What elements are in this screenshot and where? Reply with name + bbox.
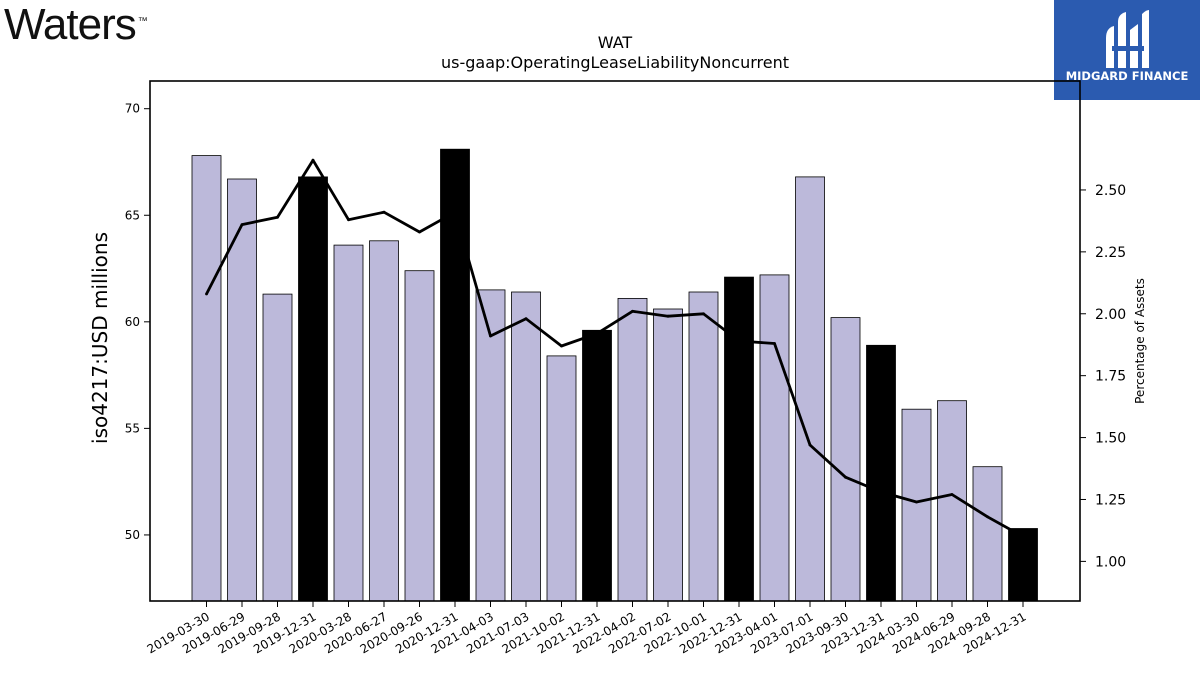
bar-2021-07-03: [511, 291, 541, 602]
bar-2024-12-31: [1008, 528, 1038, 602]
line-point-2019-12-31: [311, 158, 315, 162]
line-point-2024-12-31: [1021, 535, 1025, 538]
chart-subtitle: us-gaap:OperatingLeaseLiabilityNoncurren…: [441, 53, 789, 72]
line-point-2019-03-30: [205, 292, 208, 296]
y2-tick-label: 2.00: [1095, 307, 1126, 323]
trademark-mark: ™: [137, 16, 148, 27]
y-tick-label: 70: [125, 102, 140, 116]
bars-group: [191, 148, 1038, 602]
waters-logo-text: Waters: [4, 0, 137, 49]
assets-percentage-line: [205, 158, 1024, 538]
y2-tick-label: 2.25: [1095, 245, 1126, 261]
line-point-2024-09-28: [986, 515, 989, 519]
y-tick-label: 65: [125, 208, 140, 222]
line-layer: [205, 158, 1025, 538]
line-point-2022-12-31: [737, 339, 741, 343]
waters-logo: Waters ™: [4, 0, 148, 50]
line-point-2021-07-03: [524, 317, 528, 321]
line-point-2019-06-29: [240, 223, 244, 227]
bar-2023-12-31: [866, 344, 896, 602]
chart-title: WAT: [598, 33, 633, 52]
midgard-logo-text: MIDGARD FINANCE: [1065, 69, 1189, 83]
line-point-2021-10-02: [560, 344, 563, 348]
bar-2019-06-29: [227, 178, 257, 602]
y2-tick-label: 1.25: [1095, 492, 1126, 508]
bar-2024-03-30: [901, 408, 932, 602]
y-tick-label: 60: [125, 315, 140, 329]
y2-tick-label: 1.75: [1095, 369, 1126, 385]
line-point-2023-09-30: [844, 475, 847, 479]
y2-axis-label: Percentage of Assets: [1133, 278, 1147, 404]
bar-2020-12-31: [440, 148, 470, 602]
midgard-emblem-icon: [1106, 10, 1149, 68]
bar-2022-07-02: [653, 308, 683, 602]
bar-2019-03-30: [191, 155, 222, 602]
line-point-2023-07-01: [808, 443, 812, 447]
bar-2022-12-31: [724, 276, 754, 602]
y2-tick-label: 1.50: [1095, 431, 1126, 447]
line-point-2020-09-26: [418, 230, 421, 234]
line-point-2023-04-01: [773, 342, 776, 345]
y-tick-label: 50: [125, 528, 140, 542]
bar-2021-04-03: [475, 289, 506, 602]
y-axis-label: iso4217:USD millions: [88, 232, 112, 444]
line-point-2024-03-30: [915, 500, 918, 504]
line-point-2023-12-31: [879, 490, 883, 494]
bar-2021-12-31: [582, 329, 612, 602]
bar-2020-03-28: [333, 244, 364, 602]
bar-2024-09-28: [972, 466, 1003, 602]
line-point-2024-06-29: [950, 493, 954, 496]
bar-2019-12-31: [298, 176, 328, 602]
y2-tick-label: 1.00: [1095, 554, 1126, 570]
bar-2020-09-26: [404, 270, 435, 602]
bar-2021-10-02: [546, 355, 577, 602]
bar-2023-07-01: [795, 176, 825, 602]
bar-2020-06-27: [369, 240, 399, 602]
bar-2022-04-02: [617, 297, 648, 602]
line-point-2020-12-31: [453, 210, 457, 214]
line-point-2019-09-28: [276, 215, 279, 219]
line-point-2022-07-02: [666, 314, 670, 318]
line-point-2020-06-27: [382, 210, 386, 214]
bar-2019-09-28: [262, 293, 293, 602]
bar-2023-09-30: [830, 317, 861, 602]
bar-2023-04-01: [759, 274, 790, 602]
line-point-2020-03-28: [347, 218, 350, 222]
line-point-2022-04-02: [631, 309, 634, 313]
y-tick-label: 55: [125, 421, 140, 435]
line-point-2021-12-31: [595, 332, 599, 335]
line-point-2022-10-01: [702, 312, 705, 316]
bar-2022-10-01: [688, 291, 719, 602]
plot-frame: [149, 80, 1081, 602]
y2-tick-label: 2.50: [1095, 183, 1126, 199]
midgard-finance-logo: MIDGARD FINANCE: [1054, 0, 1200, 100]
line-point-2021-04-03: [489, 334, 492, 338]
